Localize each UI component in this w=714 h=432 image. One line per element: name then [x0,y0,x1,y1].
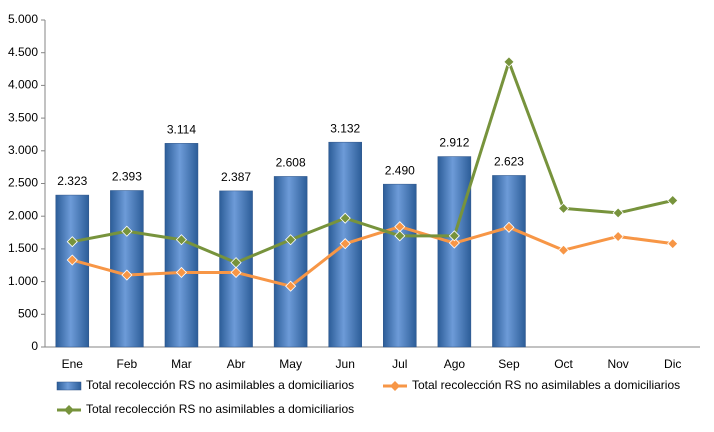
marker [285,234,297,246]
x-tick-label: Jul [392,357,407,371]
marker [339,238,351,250]
marker [612,230,624,243]
bar [55,194,90,348]
marker [339,212,351,224]
legend-label: Total recolección RS no asimilables a do… [86,402,354,416]
x-tick-label: Dic [664,357,681,371]
bar [383,183,417,348]
marker [503,56,515,68]
marker [66,236,78,248]
marker [667,194,679,207]
line [71,225,673,288]
data-label: 3.114 [167,123,196,137]
y-tick-label: 500 [18,306,38,320]
legend-marker [390,381,400,391]
y-tick-label: 2.000 [8,208,38,222]
bar [273,176,308,348]
marker [285,280,297,292]
y-tick-label: 3.500 [8,110,38,124]
legend-swatch [56,381,82,391]
y-tick-label: 0 [31,339,38,353]
data-label: 2.608 [276,156,306,170]
y-tick-label: 3.000 [8,143,38,157]
marker [175,234,188,246]
data-label: 2.393 [112,170,142,184]
x-tick-label: Ene [62,357,84,371]
x-tick-label: Jun [336,357,355,371]
marker [503,221,515,233]
y-tick-label: 5.000 [8,12,38,26]
y-tick-label: 2.500 [8,176,38,190]
bar [110,190,144,348]
legend-label: Total recolección RS no asimilables a do… [86,378,354,392]
data-label: 2.323 [57,174,87,188]
x-tick-label: Oct [554,357,573,371]
legend-label: Total recolección RS no asimilables a do… [412,378,680,392]
marker [230,257,242,269]
marker [667,238,679,250]
data-label: 3.132 [330,121,360,135]
x-tick-label: May [279,357,302,371]
line [72,60,674,265]
marker [66,254,78,266]
data-label: 2.387 [221,170,251,184]
x-tick-label: Abr [227,357,246,371]
marker [557,244,570,256]
x-tick-label: Nov [607,357,628,371]
data-label: 2.490 [385,163,415,177]
y-tick-label: 1.500 [8,241,38,255]
marker [394,230,406,242]
marker [175,266,188,279]
x-tick-label: Mar [171,357,192,371]
marker [557,202,570,214]
x-tick-label: Feb [117,357,138,371]
marker [121,269,133,281]
data-label: 2.912 [439,136,469,150]
bar [492,175,526,348]
x-tick-label: Ago [444,357,466,371]
marker [230,266,242,279]
marker [121,225,133,237]
marker [448,237,460,249]
y-tick-label: 4.500 [8,45,38,59]
bar [437,156,472,348]
legend-marker [64,405,74,415]
marker [448,230,460,242]
y-tick-label: 1.000 [8,274,38,288]
marker [612,207,624,219]
x-tick-label: Sep [498,357,520,371]
data-label: 2.623 [494,155,524,169]
y-tick-label: 4.000 [8,78,38,92]
